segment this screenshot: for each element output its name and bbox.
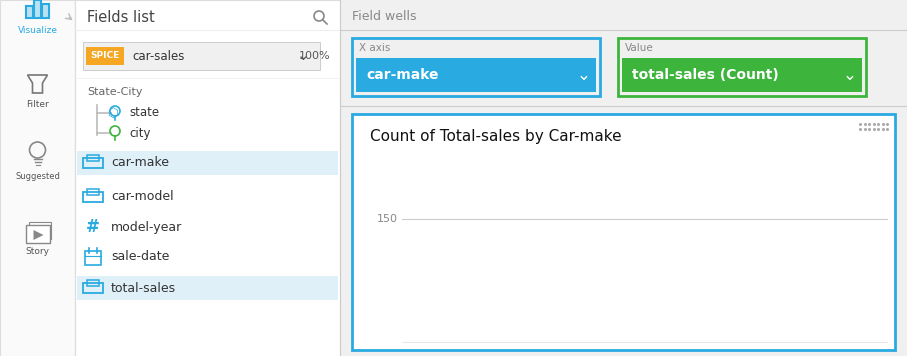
Bar [83, 158, 103, 168]
Bar [618, 38, 866, 96]
Bar [42, 4, 49, 18]
Bar [77, 151, 338, 175]
Text: Filter: Filter [26, 100, 49, 109]
Text: sale-date: sale-date [111, 251, 170, 263]
Text: ⌄: ⌄ [297, 48, 309, 63]
Text: ⌄: ⌄ [577, 66, 591, 84]
Text: Fields list: Fields list [87, 10, 155, 26]
Text: total-sales: total-sales [111, 282, 176, 294]
Text: X axis: X axis [359, 43, 390, 53]
Text: ⬡: ⬡ [108, 106, 119, 120]
Bar [34, 0, 41, 18]
Bar [75, 0, 340, 356]
Bar [26, 6, 33, 18]
Bar [34, 0, 41, 18]
Text: ⌄: ⌄ [844, 66, 857, 84]
Bar [340, 0, 907, 356]
Text: model-year: model-year [111, 220, 182, 234]
Text: city: city [129, 126, 151, 140]
Bar [25, 225, 50, 243]
Text: car-make: car-make [366, 68, 438, 82]
Text: 100%: 100% [298, 51, 330, 61]
Text: car-sales: car-sales [132, 49, 184, 63]
Text: total-sales (Count): total-sales (Count) [632, 68, 779, 82]
Text: Value: Value [625, 43, 654, 53]
Text: Story: Story [25, 247, 50, 256]
Text: 150: 150 [377, 214, 398, 224]
Bar [77, 276, 338, 300]
Bar [352, 114, 895, 350]
Bar [83, 192, 103, 202]
Bar [356, 58, 596, 92]
Bar [26, 6, 33, 18]
Bar [622, 58, 862, 92]
Bar [87, 189, 99, 195]
Text: Suggested: Suggested [15, 172, 60, 181]
Text: SPICE: SPICE [91, 52, 120, 61]
Text: car-make: car-make [111, 157, 169, 169]
Bar [83, 42, 320, 70]
Text: Count of Total-sales by Car-make: Count of Total-sales by Car-make [370, 129, 621, 143]
Bar [87, 280, 99, 286]
Bar [42, 4, 49, 18]
Bar [86, 47, 124, 65]
Polygon shape [34, 230, 44, 240]
Text: Field wells: Field wells [352, 10, 416, 22]
Bar [0, 0, 75, 356]
Text: State-City: State-City [87, 87, 142, 97]
Bar [352, 38, 600, 96]
Bar [87, 155, 99, 161]
Text: Visualize: Visualize [17, 26, 57, 35]
Bar [85, 251, 101, 265]
Bar [28, 222, 51, 239]
Text: #: # [86, 218, 100, 236]
Bar [83, 283, 103, 293]
Text: state: state [129, 106, 159, 120]
Text: car-model: car-model [111, 190, 173, 204]
